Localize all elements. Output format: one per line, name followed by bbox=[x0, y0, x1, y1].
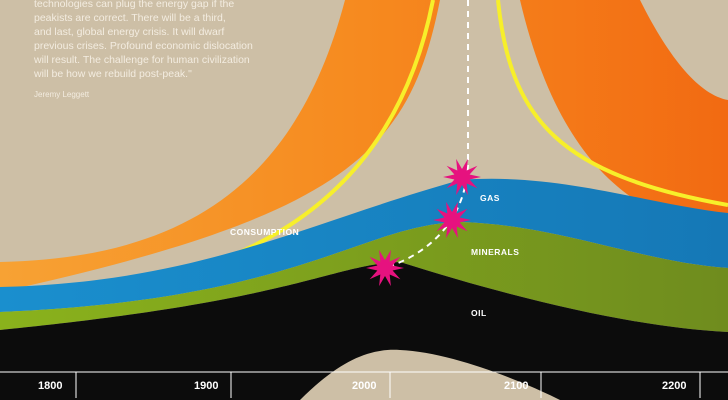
year-label: 1800 bbox=[38, 380, 62, 392]
year-label: 2100 bbox=[504, 380, 528, 392]
oil-band bbox=[0, 262, 728, 400]
quote-line: peakists are correct. There will be a th… bbox=[34, 12, 226, 24]
quote-line: will result. The challenge for human civ… bbox=[33, 54, 250, 66]
burst bbox=[443, 158, 481, 196]
gas-band bbox=[0, 178, 728, 312]
quote-line: technologies can plug the energy gap if … bbox=[34, 0, 234, 10]
hill bbox=[300, 349, 560, 400]
consumption-band bbox=[0, 0, 728, 292]
quote-line: will be how we rebuild post-peak." bbox=[33, 68, 192, 80]
band-label: MINERALS bbox=[471, 247, 519, 257]
year-label: 2000 bbox=[352, 380, 376, 392]
year-label: 2200 bbox=[662, 380, 686, 392]
axis-ticks bbox=[75, 372, 701, 398]
year-label: 1900 bbox=[194, 380, 218, 392]
quote-line: and last, global energy crisis. It will … bbox=[34, 26, 224, 38]
burst bbox=[433, 201, 471, 239]
consumption-line bbox=[496, 0, 728, 207]
quote-line: previous crises. Profound economic dislo… bbox=[34, 40, 253, 52]
minerals-band bbox=[0, 222, 728, 332]
band-label: CONSUMPTION bbox=[230, 227, 299, 237]
band-label: GAS bbox=[480, 193, 500, 203]
quote-author: Jeremy Leggett bbox=[34, 90, 90, 99]
band-label: OIL bbox=[471, 308, 487, 318]
burst bbox=[366, 249, 404, 287]
